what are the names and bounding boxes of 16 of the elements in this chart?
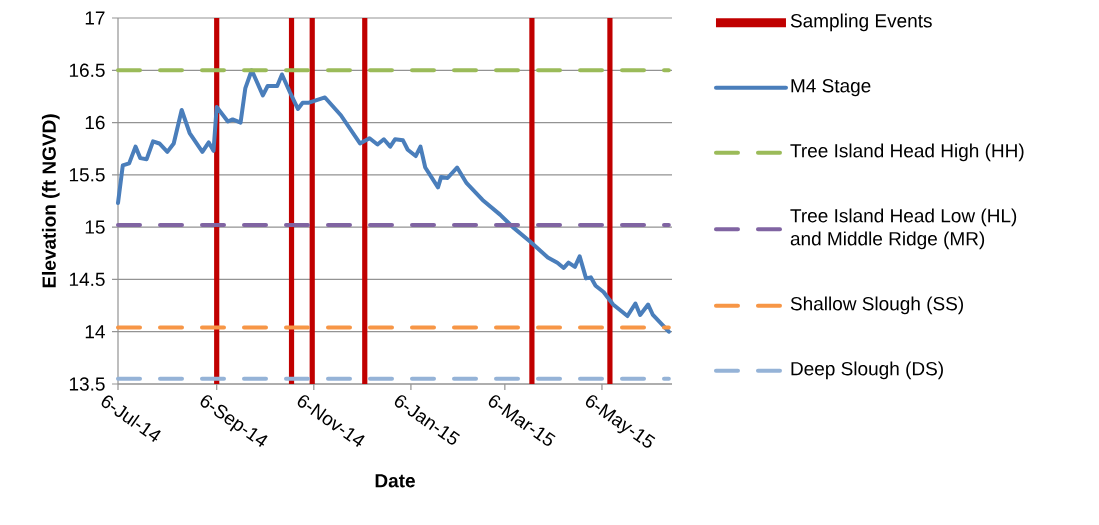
y-tick-label: 15.5: [69, 168, 105, 182]
legend-label: Shallow Slough (SS): [790, 296, 964, 315]
y-tick-label: 17: [85, 11, 105, 25]
y-tick-label: 16: [85, 115, 105, 130]
y-tick-label: 15: [85, 220, 105, 234]
y-tick-label: 16.5: [69, 63, 105, 78]
legend-label: Tree Island Head High (HH): [790, 143, 1024, 162]
legend-label: M4 Stage: [791, 79, 871, 97]
y-tick-label: 13.5: [69, 377, 105, 391]
legend-label: Deep Slough (DS): [791, 361, 943, 380]
legend-label: Sampling Events: [790, 13, 932, 32]
legend-label: Tree Island Head Low (HL) and Middle Ridge (MR): [790, 208, 1017, 250]
y-tick-label: 14: [85, 325, 105, 339]
y-axis-title: Elevation (ft NGVD): [41, 114, 60, 288]
y-tick-label: 14.5: [69, 272, 105, 287]
x-axis-title: Date: [375, 474, 415, 488]
